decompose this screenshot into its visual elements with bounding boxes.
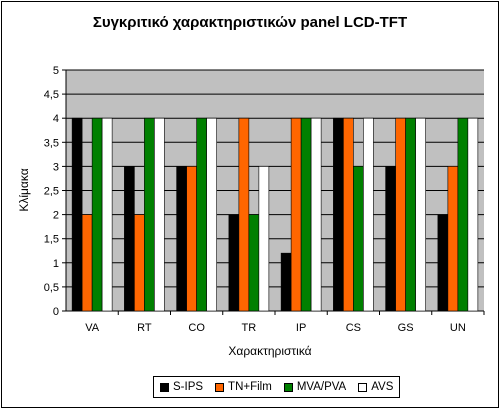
bar [385,166,396,312]
bar [467,117,479,312]
bar [353,166,364,312]
x-tick-label: GS [398,322,414,334]
bar [81,214,93,312]
y-tick-label: 2 [53,210,59,222]
legend-swatch [160,382,169,392]
bar [280,252,292,312]
legend-entry: S-IPS [160,381,203,393]
bar [258,166,270,312]
bar [71,117,83,312]
bar [300,117,312,312]
y-tick-label: 1,5 [44,234,59,246]
y-tick-label: 1 [53,258,59,270]
bar [395,117,406,312]
bar [206,117,217,312]
legend-swatch [215,382,225,392]
bar [124,166,135,312]
bar [196,117,207,312]
legend-entry: AVS [358,381,393,393]
bar [176,166,187,312]
bar [415,117,426,312]
bar [144,117,155,312]
chart-title: Συγκριτικό χαρακτηριστικών panel LCD-TFT [92,14,408,31]
y-tick-label: 2,5 [44,186,59,198]
bar [238,117,250,312]
x-tick-label: RT [137,322,152,334]
bar [91,117,103,312]
y-tick-label: 0 [53,306,59,318]
bar [228,214,240,312]
x-tick-label: UN [450,322,466,334]
bar [457,117,469,312]
bar [343,117,354,312]
y-tick-label: 0,5 [44,282,59,294]
legend: S-IPS TN+Film MVA/PVA AVS [153,376,401,398]
bar [186,166,197,312]
bar [154,117,165,312]
legend-swatch [358,382,368,392]
bar [248,214,260,312]
x-tick-label: CS [346,322,361,334]
x-tick-label: VA [85,322,100,334]
legend-label: S-IPS [173,381,204,393]
legend-swatch [283,382,293,392]
bar [290,117,302,312]
bar [447,166,459,312]
bar [134,214,145,312]
legend-entry: MVA/PVA [283,381,347,393]
bar [437,214,449,312]
y-axis-label: Κλίμακα [17,168,31,211]
x-tick-label: CO [188,322,205,334]
y-tick-label: 4 [53,113,59,125]
bar [310,117,322,312]
y-tick-label: 4,5 [44,89,59,101]
bar [405,117,416,312]
legend-label: TN+Film [228,381,272,393]
legend-entry: TN+Film [215,381,272,393]
bar [333,117,344,312]
x-tick-label: IP [296,322,306,334]
x-axis-label: Χαρακτηριστικά [228,344,311,358]
y-tick-label: 5 [53,65,59,77]
legend-label: AVS [371,381,394,393]
y-tick-label: 3 [53,161,59,173]
legend-label: MVA/PVA [296,381,347,393]
y-tick-label: 3,5 [44,137,59,149]
bar [101,117,113,312]
x-tick-label: TR [242,322,257,334]
bar [363,117,374,312]
